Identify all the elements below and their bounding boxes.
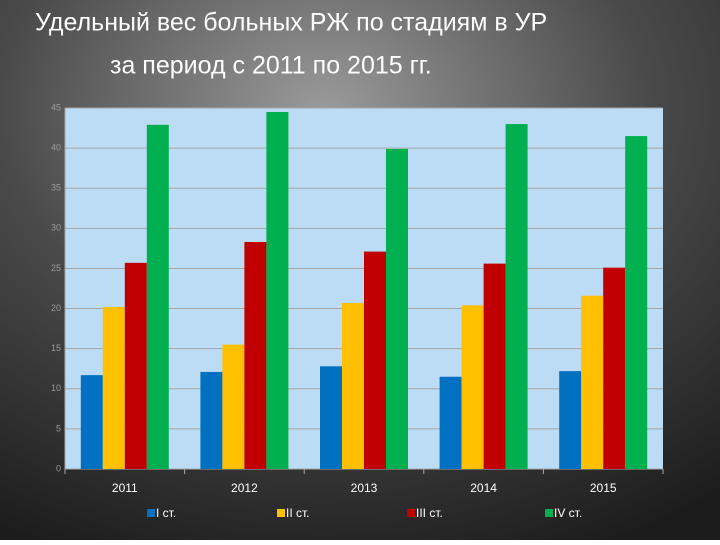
bar [439, 376, 462, 469]
bar [483, 263, 506, 469]
bar [461, 305, 484, 469]
legend-swatch [147, 509, 155, 517]
legend-label: III ст. [416, 506, 443, 520]
chart-title: Удельный вес больных РЖ по стадиям в УР [35, 9, 547, 37]
y-tick-label: 5 [56, 423, 61, 433]
y-tick-label: 20 [51, 303, 61, 313]
bar [559, 371, 582, 469]
x-tick-label: 2012 [231, 481, 258, 495]
bar [505, 124, 528, 470]
legend-label: IV ст. [554, 506, 582, 520]
legend-swatch [277, 509, 285, 517]
bar [244, 241, 267, 469]
y-tick-label: 30 [51, 223, 61, 233]
chart-title: за период с 2011 по 2015 гг. [110, 52, 432, 80]
bar [200, 371, 223, 469]
y-tick-label: 45 [51, 102, 61, 112]
bar [80, 375, 103, 469]
y-tick-label: 40 [51, 142, 61, 152]
bar [124, 262, 147, 469]
legend-label: II ст. [286, 506, 310, 520]
bar [266, 112, 289, 469]
bar [102, 306, 125, 469]
y-tick-label: 35 [51, 183, 61, 193]
legend-swatch [407, 509, 415, 517]
legend-label: I ст. [156, 506, 176, 520]
bar [364, 251, 386, 469]
legend-swatch [545, 509, 553, 517]
bar [603, 267, 626, 469]
bar [222, 344, 245, 469]
x-tick-label: 2011 [112, 481, 138, 495]
bar [625, 136, 648, 470]
bar [342, 302, 364, 469]
x-tick-label: 2014 [470, 481, 497, 495]
x-tick-label: 2013 [351, 481, 378, 495]
bar [581, 295, 604, 469]
bar [320, 366, 342, 469]
y-tick-label: 15 [51, 343, 61, 353]
x-tick-label: 2015 [590, 481, 617, 495]
y-tick-label: 25 [51, 263, 61, 273]
y-tick-label: 0 [56, 463, 61, 473]
bar [146, 124, 169, 469]
bar [386, 148, 408, 469]
y-tick-label: 10 [51, 383, 61, 393]
